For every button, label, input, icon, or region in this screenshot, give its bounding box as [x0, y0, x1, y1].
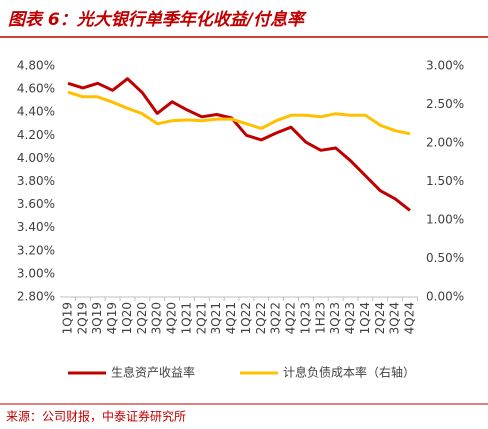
x-tick-label: 1H23 — [313, 302, 327, 334]
y-tick-label: 3.60% — [17, 197, 55, 211]
x-tick-label: 3Q19 — [90, 302, 104, 334]
x-tick-label: 1Q21 — [179, 302, 193, 334]
x-tick-label: 3Q22 — [269, 302, 283, 334]
x-tick-label: 4Q23 — [343, 302, 357, 334]
x-tick-label: 2Q20 — [135, 302, 149, 334]
x-tick-label: 1Q20 — [120, 302, 134, 334]
x-tick-label: 4Q20 — [165, 302, 179, 334]
x-tick-label: 1Q19 — [61, 302, 75, 334]
source: 来源：公司财报，中泰证券研究所 — [6, 409, 186, 424]
x-tick-label: 2Q21 — [194, 302, 208, 334]
series-line — [67, 90, 411, 136]
x-tick-label: 2Q19 — [75, 302, 89, 334]
y-tick-label: 4.40% — [17, 105, 55, 119]
x-tick-label: 3Q21 — [209, 302, 223, 334]
x-tick-label: 1Q24 — [358, 302, 372, 334]
y2-tick-label: 1.50% — [426, 174, 464, 188]
y2-tick-label: 3.00% — [426, 59, 464, 73]
y-tick-label: 2.80% — [17, 290, 55, 304]
y2-tick-label: 0.50% — [426, 251, 464, 265]
legend-label: 生息资产收益率 — [111, 365, 195, 380]
x-tick-label: 1Q22 — [239, 302, 253, 334]
y2-tick-label: 1.00% — [426, 213, 464, 227]
y-tick-label: 3.20% — [17, 243, 55, 257]
y2-tick-label: 2.50% — [426, 97, 464, 111]
x-tick-label: 4Q24 — [403, 302, 417, 334]
y-tick-label: 4.80% — [17, 59, 55, 73]
x-tick-label: 3Q20 — [150, 302, 164, 334]
legend-label: 计息负债成本率（右轴） — [283, 365, 415, 380]
y-tick-label: 3.00% — [17, 266, 55, 280]
x-tick-label: 4Q21 — [224, 302, 238, 334]
x-tick-label: 4Q19 — [105, 302, 119, 334]
y-tick-label: 4.20% — [17, 128, 55, 142]
x-tick-label: 2Q24 — [373, 302, 387, 334]
chart-title: 图表 6：光大银行单季年化收益/付息率 — [8, 10, 307, 30]
y-tick-label: 4.60% — [17, 82, 55, 96]
x-tick-label: 3Q23 — [328, 302, 342, 334]
x-tick-label: 1Q23 — [298, 302, 312, 334]
y-tick-label: 3.80% — [17, 174, 55, 188]
y2-tick-label: 2.00% — [426, 136, 464, 150]
x-tick-label: 3Q24 — [388, 302, 402, 334]
x-tick-label: 2Q22 — [254, 302, 268, 334]
y2-tick-label: 0.00% — [426, 290, 464, 304]
y-tick-label: 4.00% — [17, 151, 55, 165]
y-tick-label: 3.40% — [17, 220, 55, 234]
series-line — [67, 77, 411, 212]
x-tick-label: 4Q22 — [284, 302, 298, 334]
